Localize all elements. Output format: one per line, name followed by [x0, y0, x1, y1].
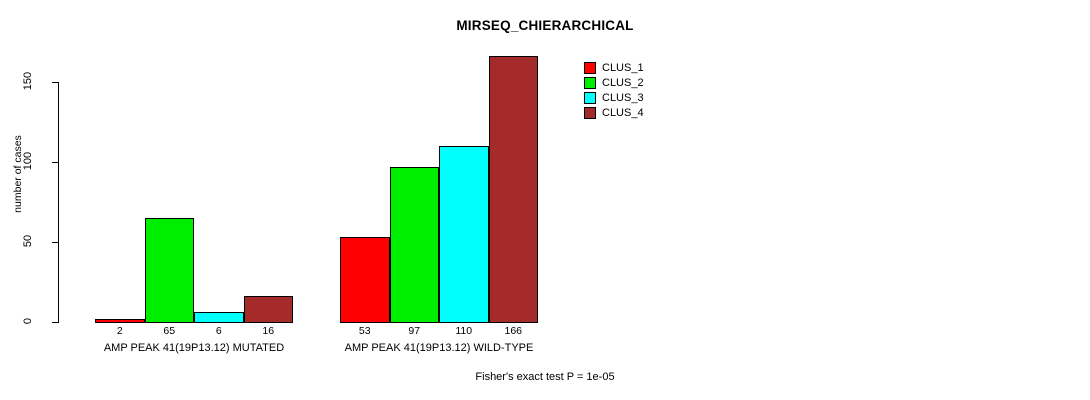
bar-clus_3-group-1	[194, 312, 244, 323]
bar-value-label: 2	[116, 325, 123, 337]
y-axis-tick-label: 0	[22, 317, 34, 325]
legend-swatch-icon	[584, 106, 596, 119]
legend-item-clus_1: CLUS_1	[584, 60, 644, 75]
y-axis-tick-label: 100	[22, 151, 34, 171]
legend-label: CLUS_1	[602, 61, 644, 74]
legend-label: CLUS_2	[602, 76, 644, 89]
bar-clus_2-group-1	[144, 218, 194, 323]
y-axis-tick-label: 50	[22, 234, 34, 248]
y-axis-tick	[52, 162, 58, 163]
y-axis-line	[58, 82, 59, 323]
chart-title: MIRSEQ_CHIERARCHICAL	[456, 18, 634, 33]
bar-value-label: 166	[504, 325, 523, 337]
y-axis-tick	[52, 242, 58, 243]
bar-clus_4-group-2	[488, 56, 538, 323]
bar-clus_1-group-2	[340, 237, 390, 323]
bar-clus_2-group-2	[389, 166, 439, 323]
bar-value-label: 6	[215, 325, 222, 337]
bar-value-label: 16	[262, 325, 275, 337]
bar-clus_1-group-1	[95, 318, 145, 323]
legend-item-clus_4: CLUS_4	[584, 105, 644, 120]
y-axis-tick	[52, 322, 58, 323]
legend: CLUS_1 CLUS_2 CLUS_3 CLUS_4	[584, 60, 644, 120]
legend-swatch-icon	[584, 76, 596, 89]
legend-swatch-icon	[584, 91, 596, 104]
legend-item-clus_3: CLUS_3	[584, 90, 644, 105]
legend-label: CLUS_4	[602, 106, 644, 119]
bar-value-label: 65	[163, 325, 176, 337]
bar-clus_3-group-2	[439, 146, 489, 323]
y-axis-tick-label: 150	[22, 71, 34, 91]
x-axis-group-label: AMP PEAK 41(19P13.12) MUTATED	[103, 342, 285, 354]
legend-label: CLUS_3	[602, 91, 644, 104]
x-axis-group-label: AMP PEAK 41(19P13.12) WILD-TYPE	[344, 342, 534, 354]
legend-item-clus_2: CLUS_2	[584, 75, 644, 90]
bar-value-label: 53	[358, 325, 371, 337]
bar-value-label: 110	[455, 325, 473, 337]
bar-value-label: 97	[408, 325, 421, 337]
bar-clus_4-group-1	[243, 296, 293, 323]
statistical-test-annotation: Fisher's exact test P = 1e-05	[475, 371, 615, 383]
legend-swatch-icon	[584, 61, 596, 74]
y-axis-tick	[52, 82, 58, 83]
